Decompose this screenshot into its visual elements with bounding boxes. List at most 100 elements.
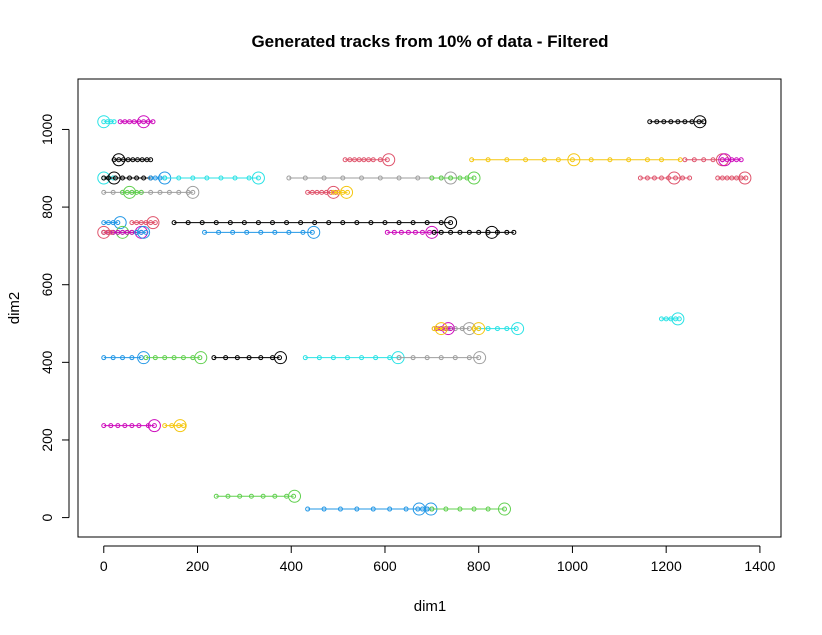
track-point	[108, 229, 114, 235]
track-point	[504, 229, 510, 235]
track-point	[125, 157, 131, 163]
track-point	[180, 355, 186, 361]
x-axis-label: dim1	[414, 598, 447, 615]
track-20	[171, 216, 458, 230]
track-point	[272, 229, 278, 235]
track-point	[370, 157, 376, 163]
track-endpoint	[567, 153, 581, 167]
track-point	[134, 189, 140, 195]
track-endpoint	[473, 351, 487, 365]
track-point	[438, 220, 444, 226]
track-point	[101, 175, 107, 181]
track-point	[405, 229, 411, 235]
track-point	[651, 175, 657, 181]
track-point	[213, 220, 219, 226]
track-point	[356, 157, 362, 163]
track-point	[197, 355, 203, 361]
x-tick-label: 1400	[744, 558, 775, 574]
track-point	[427, 229, 432, 235]
track-point	[398, 229, 404, 235]
track-point	[354, 506, 360, 512]
track-point	[448, 229, 454, 235]
track-point	[644, 157, 650, 163]
track-point	[501, 506, 507, 512]
track-point	[248, 493, 254, 499]
track-point	[504, 326, 510, 332]
track-32	[431, 322, 448, 336]
track-point	[111, 157, 117, 163]
track-point	[105, 220, 111, 226]
track-point	[152, 220, 158, 226]
track-point	[410, 355, 416, 361]
track-point	[330, 189, 336, 195]
track-point	[457, 229, 463, 235]
track-point	[373, 355, 379, 361]
track-endpoint	[147, 419, 161, 433]
x-tick-label: 600	[373, 558, 397, 574]
track-point	[117, 119, 123, 125]
track-endpoint	[472, 322, 486, 336]
track-point	[607, 157, 613, 163]
track-point	[136, 119, 142, 125]
track-point	[120, 157, 126, 163]
track-endpoint	[288, 489, 302, 503]
track-point	[359, 355, 365, 361]
track-point	[485, 157, 491, 163]
track-point	[162, 355, 168, 361]
track-point	[134, 229, 140, 235]
track-endpoint	[485, 225, 499, 239]
track-point	[340, 175, 346, 181]
track-point	[162, 175, 168, 181]
track-endpoint	[123, 185, 137, 199]
track-endpoint	[671, 312, 685, 326]
track-point	[227, 220, 233, 226]
track-point	[101, 355, 107, 361]
track-point	[190, 175, 196, 181]
track-point	[424, 220, 430, 226]
track-point	[384, 229, 390, 235]
track-point	[136, 423, 142, 429]
track-point	[347, 157, 353, 163]
track-point	[143, 229, 149, 235]
track-point	[452, 355, 458, 361]
track-point	[286, 175, 292, 181]
track-endpoint	[146, 216, 160, 230]
track-point	[204, 175, 210, 181]
track-point	[466, 326, 472, 332]
track-point	[476, 326, 482, 332]
track-point	[180, 423, 186, 429]
track-endpoint	[738, 171, 752, 185]
track-point	[396, 355, 402, 361]
track-point	[668, 316, 674, 322]
track-point	[471, 506, 477, 512]
track-point	[403, 506, 409, 512]
track-point	[277, 355, 283, 361]
track-point	[658, 175, 664, 181]
y-axis: 0 200 400 600 800 1000	[39, 114, 70, 521]
track-endpoint	[97, 225, 111, 239]
track-34	[471, 322, 486, 336]
track-16	[101, 185, 200, 199]
track-37	[143, 351, 208, 365]
track-endpoint	[107, 171, 121, 185]
track-point	[321, 175, 327, 181]
track-point	[691, 157, 697, 163]
track-point	[511, 229, 517, 235]
track-40	[396, 351, 487, 365]
y-axis-label: dim2	[6, 292, 23, 325]
track-point	[122, 119, 128, 125]
track-point	[340, 220, 346, 226]
track-point	[431, 229, 437, 235]
track-endpoint	[467, 171, 481, 185]
track-point	[412, 229, 418, 235]
track-endpoint	[667, 171, 681, 185]
track-point	[135, 157, 141, 163]
track-point	[110, 355, 116, 361]
chart-title: Generated tracks from 10% of data - Filt…	[251, 32, 608, 51]
track-point	[124, 229, 130, 235]
track-0	[97, 115, 117, 129]
track-point	[715, 175, 721, 181]
track-point	[441, 326, 447, 332]
track-point	[342, 157, 348, 163]
track-point	[457, 175, 463, 181]
